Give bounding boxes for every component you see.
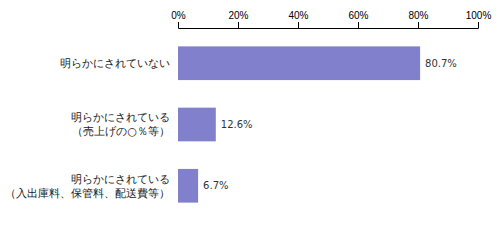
tick-mark — [358, 22, 359, 28]
tick-label: 60% — [348, 10, 368, 21]
category-label: 明らかにされていない — [60, 57, 170, 70]
bar — [178, 108, 216, 142]
tick-mark — [178, 22, 179, 28]
category-label: 明らかにされている（入出庫料、保管料、配送費等） — [5, 173, 170, 200]
tick: 40% — [288, 10, 308, 28]
plot: 0% 20% 40% 60% 80% 100% 80.7% 12.6% 6.7% 明らかにされてい… — [5, 10, 491, 203]
category-label-line: （売上げの○％等） — [72, 125, 170, 138]
category-label-line: 明らかにされている — [71, 111, 170, 124]
bar — [178, 169, 198, 203]
category-label-line: 明らかにされている — [71, 173, 170, 186]
tick-label: 80% — [408, 10, 428, 21]
tick-mark — [418, 22, 419, 28]
tick: 100% — [466, 10, 492, 28]
tick-label: 0% — [171, 10, 186, 21]
bar — [178, 46, 420, 80]
category-labels: 明らかにされていない明らかにされている（売上げの○％等）明らかにされている（入出… — [5, 57, 170, 200]
category-label-line: 明らかにされていない — [60, 57, 170, 70]
data-label: 80.7% — [425, 58, 457, 69]
category-label-line: （入出庫料、保管料、配送費等） — [5, 187, 170, 200]
tick: 80% — [408, 10, 428, 28]
x-axis: 0% 20% 40% 60% 80% 100% — [171, 10, 491, 29]
tick-mark — [238, 22, 239, 28]
category-label: 明らかにされている（売上げの○％等） — [71, 111, 170, 138]
data-label: 12.6% — [221, 119, 253, 130]
tick-label: 40% — [288, 10, 308, 21]
tick: 20% — [228, 10, 248, 28]
chart: 0% 20% 40% 60% 80% 100% 80.7% 12.6% 6.7% 明らかにされてい… — [0, 0, 500, 229]
tick-mark — [478, 22, 479, 28]
tick: 0% — [171, 10, 186, 28]
tick-label: 100% — [466, 10, 492, 21]
tick-label: 20% — [228, 10, 248, 21]
data-labels: 80.7% 12.6% 6.7% — [203, 58, 457, 192]
tick: 60% — [348, 10, 368, 28]
bars — [178, 46, 420, 202]
data-label: 6.7% — [203, 180, 228, 191]
axis-line — [179, 22, 479, 29]
tick-mark — [298, 22, 299, 28]
